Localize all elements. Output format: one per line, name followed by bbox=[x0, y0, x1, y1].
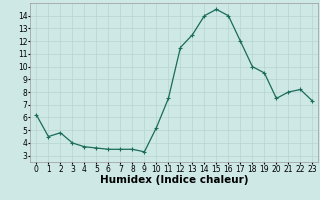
X-axis label: Humidex (Indice chaleur): Humidex (Indice chaleur) bbox=[100, 175, 249, 185]
